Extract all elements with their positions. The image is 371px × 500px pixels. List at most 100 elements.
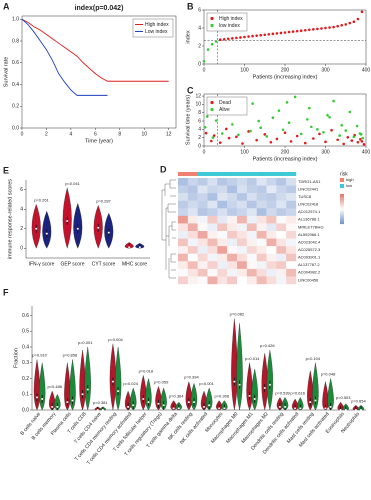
y-tick-label: 0.2 xyxy=(12,104,19,110)
survival-curve xyxy=(21,18,169,82)
violin xyxy=(205,387,213,411)
annotation-cell xyxy=(187,172,198,176)
median-dot xyxy=(278,405,281,408)
heat-cell xyxy=(197,185,208,194)
point xyxy=(227,136,231,140)
point xyxy=(214,40,218,43)
y-tick-label: 0.2 xyxy=(22,376,29,382)
heat-cell xyxy=(266,253,277,262)
x-tick-label: 10 xyxy=(141,131,147,137)
x-tick-label: CYT score xyxy=(92,261,116,267)
heat-cell xyxy=(256,185,267,194)
point xyxy=(255,34,258,37)
point xyxy=(224,127,228,131)
annotation-cell xyxy=(246,172,257,176)
panel-label: B xyxy=(187,1,194,11)
point xyxy=(202,60,206,63)
violin xyxy=(33,359,41,411)
heat-cell xyxy=(187,185,198,194)
median-dot xyxy=(76,227,79,230)
point xyxy=(239,36,242,39)
annotation-cell xyxy=(256,172,267,176)
heat-cell xyxy=(187,200,198,209)
p-value-label: p=0.539 xyxy=(275,390,290,395)
heat-cell xyxy=(237,223,248,232)
x-tick-label: 0 xyxy=(21,131,24,137)
median-dot xyxy=(117,390,120,393)
colorbar-step xyxy=(340,213,344,216)
survival-curve xyxy=(21,18,108,96)
point xyxy=(251,102,254,105)
heat-cell xyxy=(217,238,228,247)
point xyxy=(271,32,275,36)
heat-cell xyxy=(286,178,297,186)
colorbar-step xyxy=(340,203,344,205)
median-dot xyxy=(35,227,38,230)
heat-cell xyxy=(266,276,277,285)
point xyxy=(350,139,354,142)
annotation-cell xyxy=(217,172,228,176)
point xyxy=(269,140,273,144)
violin xyxy=(54,393,61,411)
median-dot xyxy=(138,246,141,249)
point xyxy=(348,110,352,114)
heat-cell xyxy=(227,268,238,277)
heat-cell xyxy=(178,185,189,194)
heat-cell xyxy=(217,246,228,254)
p-value-label: p=0.426 xyxy=(260,343,275,348)
violin xyxy=(322,381,329,411)
violin xyxy=(261,353,268,411)
heat-cell xyxy=(197,193,208,201)
heat-cell xyxy=(286,246,297,254)
heat-cell xyxy=(237,193,248,201)
heat-cell xyxy=(178,178,189,186)
median-dot xyxy=(354,409,357,411)
colorbar-step xyxy=(340,215,344,217)
point xyxy=(231,37,234,40)
p-value-label: p=0.001 xyxy=(199,381,214,386)
colorbar-step xyxy=(340,198,344,201)
legend-swatch xyxy=(210,16,214,21)
heat-cell xyxy=(207,261,218,270)
x-tick-label: MHC score xyxy=(122,261,147,267)
x-tick-label: 200 xyxy=(281,67,290,73)
heat-cell xyxy=(207,276,218,285)
point xyxy=(209,139,213,143)
heat-cell xyxy=(187,193,198,201)
heat-cell xyxy=(286,193,297,201)
heat-cell xyxy=(227,276,238,285)
colorbar-step xyxy=(340,222,344,225)
x-tick-label: 12 xyxy=(166,131,172,137)
median-dot xyxy=(299,407,302,410)
point xyxy=(316,27,319,31)
heat-cell xyxy=(286,185,297,194)
colorbar-step xyxy=(340,212,344,214)
point xyxy=(251,34,254,38)
heat-cell xyxy=(197,200,208,209)
heat-cell xyxy=(256,246,267,254)
legend-swatch xyxy=(340,184,344,188)
violin xyxy=(114,346,122,411)
median-dot xyxy=(233,380,236,383)
colorbar-step xyxy=(340,201,344,204)
x-tick-label: 400 xyxy=(362,149,371,155)
point xyxy=(359,138,362,141)
x-tick-label: 4 xyxy=(69,131,72,137)
heat-cell xyxy=(207,215,218,224)
p-value-label: p=0.041 xyxy=(65,181,80,186)
point xyxy=(362,143,366,146)
p-value-label: p=0.381 xyxy=(93,400,108,405)
median-dot xyxy=(132,404,135,407)
point xyxy=(277,109,281,112)
median-dot xyxy=(248,394,251,397)
y-tick-label: 0 xyxy=(198,61,201,67)
heat-cell xyxy=(207,178,218,186)
p-value-label: p=0.654 xyxy=(351,398,366,403)
heat-cell xyxy=(276,208,287,217)
violin xyxy=(145,378,152,411)
heat-cell xyxy=(178,268,189,277)
point xyxy=(247,35,250,38)
point xyxy=(291,30,295,33)
colorbar-step xyxy=(340,209,344,211)
